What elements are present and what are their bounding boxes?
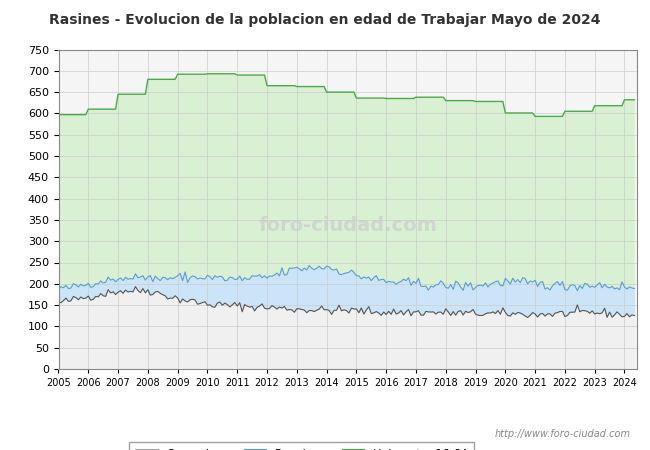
Text: foro-ciudad.com: foro-ciudad.com <box>258 216 437 235</box>
Text: http://www.foro-ciudad.com: http://www.foro-ciudad.com <box>495 429 630 439</box>
Text: Rasines - Evolucion de la poblacion en edad de Trabajar Mayo de 2024: Rasines - Evolucion de la poblacion en e… <box>49 13 601 27</box>
Legend: Ocupados, Parados, Hab. entre 16-64: Ocupados, Parados, Hab. entre 16-64 <box>129 442 474 450</box>
